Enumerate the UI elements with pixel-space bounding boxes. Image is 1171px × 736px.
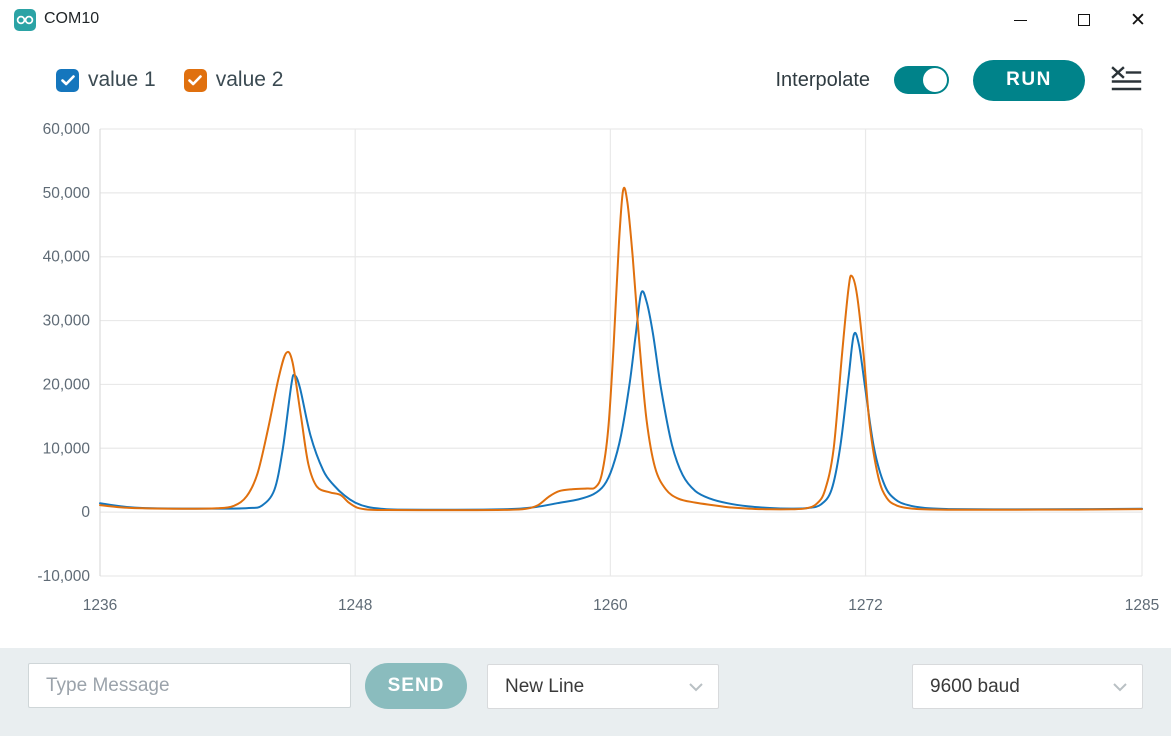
x-tick-label: 1248 <box>338 597 372 614</box>
legend-item-value-1[interactable]: value 1 <box>56 68 156 92</box>
send-button[interactable]: SEND <box>365 663 467 709</box>
checkmark-icon <box>60 74 75 85</box>
legend-label: value 2 <box>215 68 284 91</box>
value-1-checkbox[interactable] <box>56 68 79 92</box>
line-ending-value: New Line <box>505 675 585 697</box>
message-bar: SEND New Line 9600 baud <box>0 648 1171 736</box>
x-tick-label: 1260 <box>593 597 628 614</box>
clear-plot-button[interactable] <box>1109 64 1143 96</box>
window-title: COM10 <box>44 10 100 27</box>
minimize-icon <box>1013 19 1027 21</box>
y-tick-label: 50,000 <box>43 185 91 202</box>
run-button[interactable]: RUN <box>973 59 1085 101</box>
line-ending-select[interactable]: New Line <box>487 664 719 709</box>
series-line-value-2 <box>99 186 1143 512</box>
y-tick-label: -10,000 <box>37 568 90 585</box>
x-tick-label: 1236 <box>83 597 117 614</box>
clear-plot-icon <box>1111 65 1142 90</box>
maximize-icon <box>1078 14 1090 26</box>
chevron-down-icon <box>1113 682 1127 691</box>
value-2-checkbox[interactable] <box>183 68 207 92</box>
minimize-button[interactable] <box>997 0 1043 40</box>
message-input[interactable] <box>28 663 351 708</box>
arduino-infinity-icon <box>14 9 36 31</box>
y-tick-label: 0 <box>81 504 90 521</box>
y-tick-label: 20,000 <box>43 376 91 393</box>
legend-item-value-2[interactable]: value 2 <box>183 68 284 92</box>
interpolate-toggle[interactable] <box>894 66 949 94</box>
y-tick-label: 30,000 <box>43 313 91 330</box>
serial-plotter-chart: -10,000 0 10,000 20,000 30,000 40,000 50,000 60… <box>37 121 1159 614</box>
close-button[interactable]: ✕ <box>1115 0 1161 40</box>
y-tick-label: 40,000 <box>43 249 91 266</box>
legend-label: value 1 <box>88 68 156 91</box>
plot-controls: Interpolate RUN <box>775 52 1143 108</box>
baud-rate-select[interactable]: 9600 baud <box>912 664 1143 709</box>
y-tick-label: 60,000 <box>43 121 91 138</box>
toggle-knob <box>923 68 947 92</box>
chevron-down-icon <box>689 682 703 691</box>
x-tick-label: 1272 <box>848 597 882 614</box>
x-tick-label: 1285 <box>1125 597 1159 614</box>
close-icon: ✕ <box>1130 9 1146 31</box>
series-legend: value 1 value 2 <box>56 52 283 108</box>
baud-rate-value: 9600 baud <box>930 675 1020 697</box>
maximize-button[interactable] <box>1061 0 1107 40</box>
checkmark-icon <box>188 74 203 85</box>
y-tick-label: 10,000 <box>43 440 91 457</box>
controls-row: value 1 value 2 Interpolate RUN <box>0 52 1171 108</box>
titlebar: COM10 ✕ <box>0 0 1171 40</box>
interpolate-label: Interpolate <box>775 68 870 91</box>
